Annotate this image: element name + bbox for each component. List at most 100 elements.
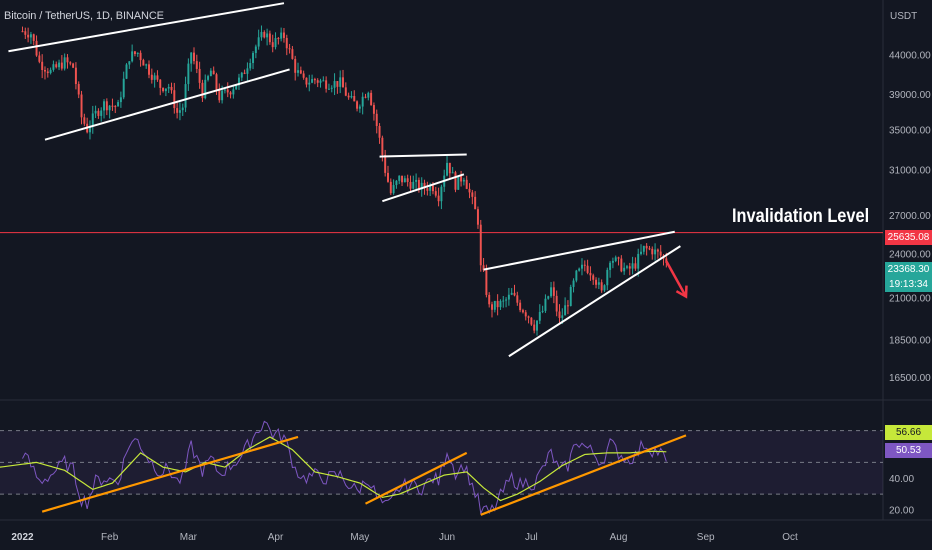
rsi-ma-line: [0, 436, 667, 502]
candle: [611, 260, 614, 263]
candle: [527, 316, 530, 318]
invalidation-price-tag: 25635.08: [885, 230, 932, 245]
candle: [431, 185, 434, 192]
candle: [344, 87, 347, 96]
candle: [656, 249, 659, 252]
candle: [415, 179, 418, 182]
candle: [547, 296, 550, 299]
candle: [133, 51, 136, 55]
candle: [631, 263, 634, 269]
candle: [592, 275, 595, 280]
candle: [313, 79, 316, 81]
candle: [516, 295, 519, 303]
candle: [27, 34, 30, 38]
candle: [555, 295, 558, 312]
candle: [628, 266, 631, 269]
candle: [654, 249, 657, 255]
candle: [586, 265, 589, 273]
price-tick-label: 21000.00: [889, 294, 931, 305]
candle: [533, 324, 536, 331]
candle: [263, 32, 266, 38]
candle: [476, 209, 479, 225]
candle: [580, 264, 583, 269]
candle: [406, 178, 409, 182]
rsi-trend-3: [480, 434, 687, 516]
price-tick-label: 39000.00: [889, 90, 931, 101]
x-tick-label: Feb: [101, 532, 119, 543]
chart-title: Bitcoin / TetherUS, 1D, BINANCE: [4, 10, 164, 22]
candle: [398, 175, 401, 181]
candle: [201, 82, 204, 99]
x-tick-label: Mar: [180, 532, 198, 543]
candle: [325, 80, 328, 89]
candle: [327, 88, 330, 90]
candle: [274, 38, 277, 48]
candle: [625, 266, 628, 268]
bar-countdown-tag: 19:13:34: [885, 277, 932, 292]
candle: [299, 70, 302, 74]
candle: [462, 179, 465, 182]
x-tick-label: Jul: [525, 532, 538, 543]
candle: [204, 79, 207, 99]
candle: [35, 40, 38, 56]
candle: [60, 62, 63, 69]
candle: [58, 62, 61, 68]
candle: [659, 251, 662, 256]
candle: [356, 101, 359, 109]
candle: [350, 95, 353, 98]
rsi-trend-2: [365, 451, 468, 505]
candle: [69, 62, 72, 64]
candle: [302, 73, 305, 78]
candle: [277, 38, 280, 40]
candle: [491, 304, 493, 310]
candle: [493, 300, 496, 310]
candle: [167, 86, 170, 89]
candle: [254, 46, 257, 54]
candle: [252, 53, 255, 64]
candle: [642, 245, 645, 252]
candle: [617, 257, 620, 259]
candle: [105, 101, 108, 111]
rising-wedge-2-lower: [508, 245, 681, 358]
candle: [215, 74, 218, 90]
candle: [66, 57, 69, 63]
candle: [305, 77, 308, 85]
candle: [83, 117, 86, 124]
rising-wedge-2-upper: [483, 230, 675, 271]
candle: [395, 180, 398, 186]
candle: [381, 137, 384, 155]
candle: [150, 74, 153, 80]
projection-arrow-shaft: [665, 260, 688, 298]
candle: [333, 81, 336, 88]
candle: [583, 264, 586, 266]
candle: [223, 89, 226, 91]
candle: [648, 248, 651, 250]
x-tick-label: Sep: [697, 532, 715, 543]
candle: [176, 108, 179, 113]
candle: [243, 72, 246, 74]
candle: [226, 89, 229, 93]
candle: [578, 268, 581, 271]
candle: [46, 71, 49, 74]
candle: [364, 96, 367, 98]
candle: [297, 70, 300, 73]
candle: [29, 34, 32, 38]
x-tick-label: Oct: [782, 532, 798, 543]
candle: [606, 269, 609, 286]
candle: [524, 312, 527, 317]
price-tick-label: 31000.00: [889, 166, 931, 177]
candle: [558, 311, 561, 318]
candle: [375, 113, 378, 126]
candle: [401, 175, 404, 183]
candle: [468, 188, 471, 193]
candle: [521, 310, 524, 313]
candle: [645, 245, 648, 249]
candle: [389, 181, 392, 194]
candle: [637, 253, 640, 269]
candle: [572, 280, 575, 287]
candle: [207, 76, 210, 80]
candle: [322, 80, 325, 82]
projection-arrow-head: [675, 285, 688, 299]
price-tick-label: 16500.00: [889, 373, 931, 384]
